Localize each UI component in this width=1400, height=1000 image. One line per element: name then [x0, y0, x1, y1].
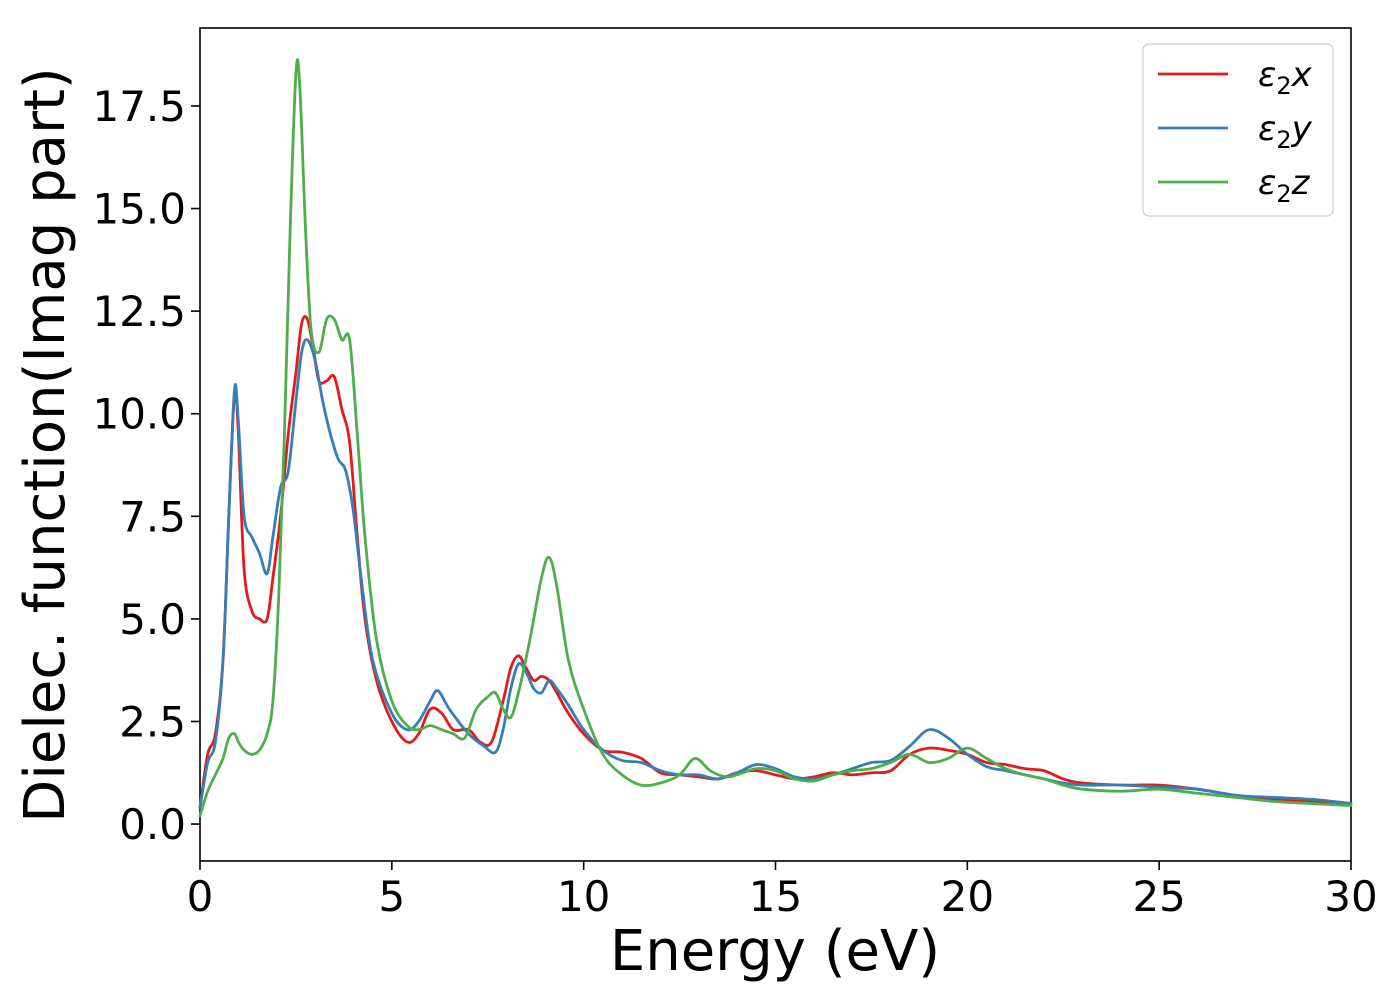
legend: ε2x ε2y ε2z	[1142, 43, 1334, 217]
legend-box	[1142, 43, 1334, 217]
y-tick-label: 5.0	[119, 595, 186, 644]
series-line-y	[198, 338, 1353, 810]
y-tick-label: 0.0	[119, 800, 186, 849]
x-axis-ticks: 0 5 10 15 20 25 30	[187, 861, 1378, 921]
y-tick-label: 10.0	[92, 390, 186, 439]
x-tick-label: 30	[1324, 872, 1377, 921]
y-tick-label: 12.5	[92, 287, 186, 336]
x-tick-label: 0	[187, 872, 214, 921]
y-tick-label: 2.5	[119, 697, 186, 746]
x-tick-label: 10	[557, 872, 610, 921]
series-layer	[198, 58, 1353, 818]
y-tick-label: 17.5	[92, 82, 186, 131]
x-tick-label: 25	[1132, 872, 1185, 921]
legend-label-y: ε2y	[1258, 109, 1313, 154]
y-tick-label: 15.0	[92, 185, 186, 234]
x-tick-label: 20	[941, 872, 994, 921]
legend-label-z: ε2z	[1258, 163, 1311, 208]
legend-label-x: ε2x	[1258, 55, 1313, 100]
x-axis-label: Energy (eV)	[610, 919, 940, 984]
y-axis-label: Dielec. function(Imag part)	[13, 67, 78, 823]
x-tick-label: 15	[749, 872, 802, 921]
y-axis-ticks: 0.0 2.5 5.0 7.5 10.0 12.5 15.0 17.5	[92, 82, 200, 849]
y-tick-label: 7.5	[119, 492, 186, 541]
series-line-z	[198, 58, 1353, 818]
x-tick-label: 5	[378, 872, 405, 921]
